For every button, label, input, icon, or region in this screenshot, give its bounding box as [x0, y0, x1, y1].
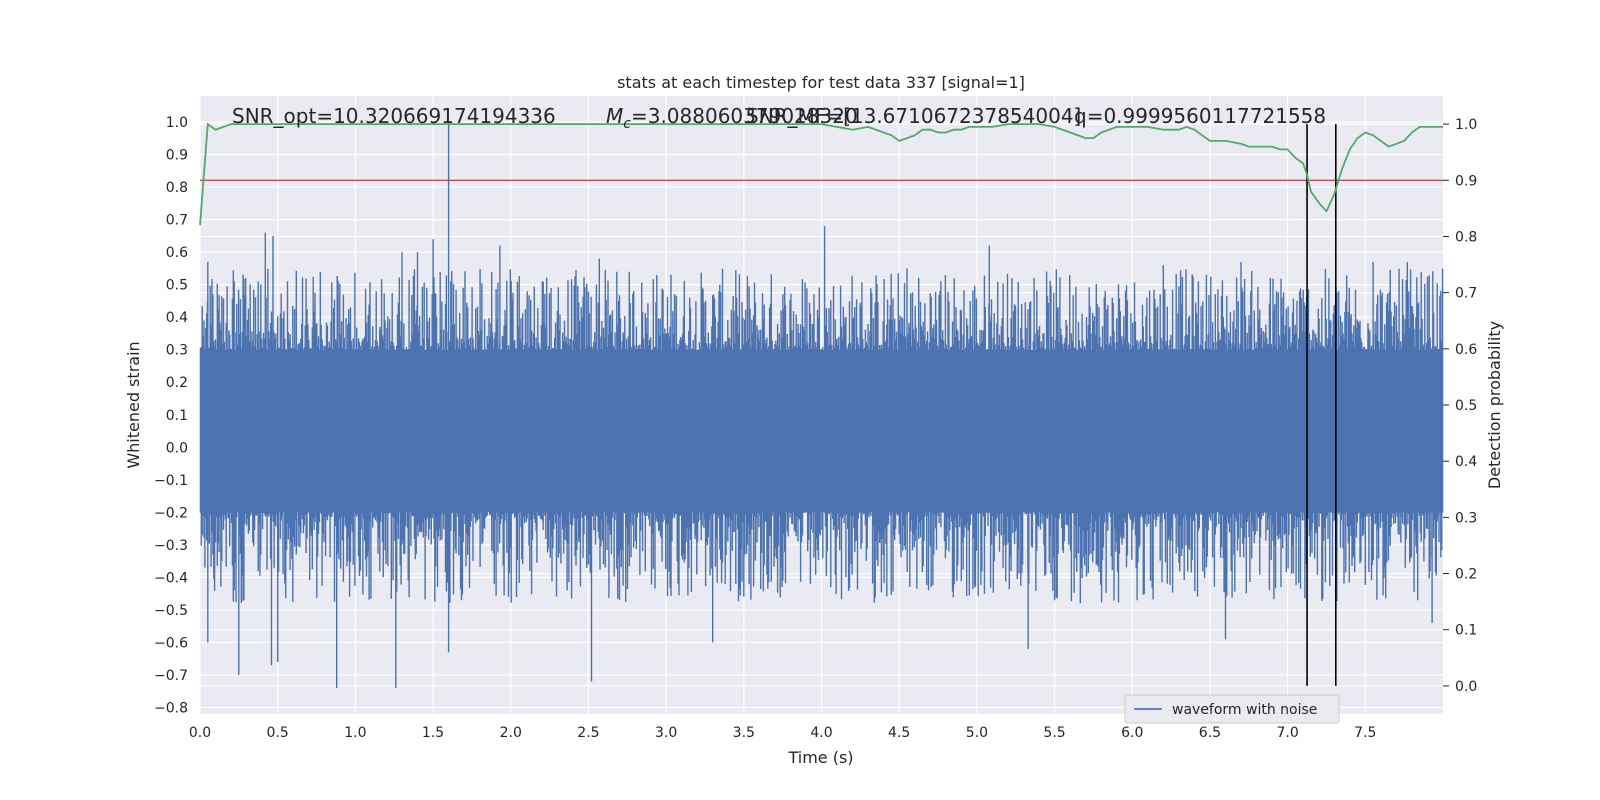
y-right-tick-label: 1.0 — [1455, 117, 1477, 133]
legend-box — [1124, 694, 1340, 724]
x-tick-label: 3.5 — [733, 725, 755, 741]
y-right-tick-label: 0.2 — [1455, 567, 1477, 583]
x-tick-label: 5.0 — [966, 725, 988, 741]
y-right-tick-label: 0.9 — [1455, 173, 1477, 189]
y-left-tick-label: 0.3 — [166, 343, 188, 359]
y-left-tick-label: 0.7 — [166, 213, 188, 229]
x-tick-label: 1.5 — [422, 725, 444, 741]
annotation-snr-opt: SNR_opt=10.320669174194336 — [232, 104, 556, 128]
x-tick-label: 7.5 — [1354, 725, 1376, 741]
x-tick-label: 5.5 — [1043, 725, 1065, 741]
y-left-tick-label: 1.0 — [166, 115, 188, 131]
y-left-tick-label: −0.4 — [154, 570, 188, 586]
chart-title: stats at each timestep for test data 337… — [617, 73, 1025, 92]
probability-series-line — [199, 122, 1443, 226]
y-right-tick-label: 0.5 — [1455, 398, 1477, 414]
x-tick-label: 0.0 — [189, 725, 211, 741]
y-left-tick-label: 0.8 — [166, 180, 188, 196]
waveform-line — [199, 122, 1444, 688]
legend: waveform with noise — [1124, 694, 1340, 724]
x-axis-label: Time (s) — [787, 748, 853, 767]
x-tick-label: 3.0 — [655, 725, 677, 741]
y-axis-left-label: Whitened strain — [124, 341, 143, 468]
y-left-tick-label: 0.0 — [166, 440, 188, 456]
y-right-tick-label: 0.4 — [1455, 454, 1477, 470]
y-left-tick-label: −0.2 — [154, 505, 188, 521]
y-right-tick-label: 0.8 — [1455, 229, 1477, 245]
y-right-tick-label: 0.6 — [1455, 342, 1477, 358]
x-tick-label: 6.0 — [1121, 725, 1143, 741]
waveform-series — [199, 122, 1444, 688]
event-markers — [1306, 124, 1337, 686]
y-axis-right-ticks: 0.0 0.1 0.2 0.3 0.4 0.5 0.6 0.7 0.8 0.9 1.0 — [1443, 117, 1477, 695]
annotation-chirp-mass: Mc=3.088060379028320 — [606, 104, 858, 132]
y-left-tick-label: −0.5 — [154, 603, 188, 619]
x-tick-label: 2.5 — [577, 725, 599, 741]
y-left-tick-label: 0.2 — [166, 375, 188, 391]
annotation-mass-ratio: q=0.9999560117721558 — [1074, 104, 1326, 128]
x-tick-label: 0.5 — [267, 725, 289, 741]
y-left-tick-label: 0.4 — [166, 310, 188, 326]
y-right-tick-label: 0.3 — [1455, 510, 1477, 526]
y-left-tick-label: 0.1 — [166, 408, 188, 424]
y-right-tick-label: 0.0 — [1455, 679, 1477, 695]
chirp-mass-symbol: M — [606, 104, 623, 128]
x-tick-label: 4.0 — [810, 725, 832, 741]
chirp-mass-value: =3.088060379028320 — [631, 104, 858, 128]
x-tick-label: 2.0 — [500, 725, 522, 741]
x-tick-label: 4.5 — [888, 725, 910, 741]
x-axis-ticks: 0.0 0.5 1.0 1.5 2.0 2.5 3.0 3.5 4.0 4.5 5.0 5.5 6.0 6… — [189, 725, 1377, 741]
y-right-tick-label: 0.7 — [1455, 286, 1477, 302]
y-left-tick-label: −0.7 — [154, 668, 188, 684]
annotation-snr-mf: SNR_MF=[13.671067237854004] — [746, 104, 1081, 128]
y-right-tick-label: 0.1 — [1455, 623, 1477, 639]
x-tick-label: 1.0 — [344, 725, 366, 741]
legend-label: waveform with noise — [1172, 702, 1317, 718]
y-left-tick-label: 0.9 — [166, 148, 188, 164]
y-left-tick-label: −0.6 — [154, 635, 188, 651]
y-left-tick-label: 0.5 — [166, 278, 188, 294]
y-left-tick-label: −0.8 — [154, 700, 188, 716]
x-tick-label: 6.5 — [1199, 725, 1221, 741]
y-axis-left-ticks: −0.8 −0.7 −0.6 −0.5 −0.4 −0.3 −0.2 −0.1 0.0 0.1 0.… — [154, 115, 188, 716]
y-axis-right-label: Detection probability — [1485, 321, 1504, 489]
x-tick-label: 7.0 — [1276, 725, 1298, 741]
y-left-tick-label: −0.3 — [154, 538, 188, 554]
chirp-mass-subscript: c — [623, 116, 631, 132]
y-left-tick-label: 0.6 — [166, 245, 188, 261]
y-left-tick-label: −0.1 — [154, 473, 188, 489]
